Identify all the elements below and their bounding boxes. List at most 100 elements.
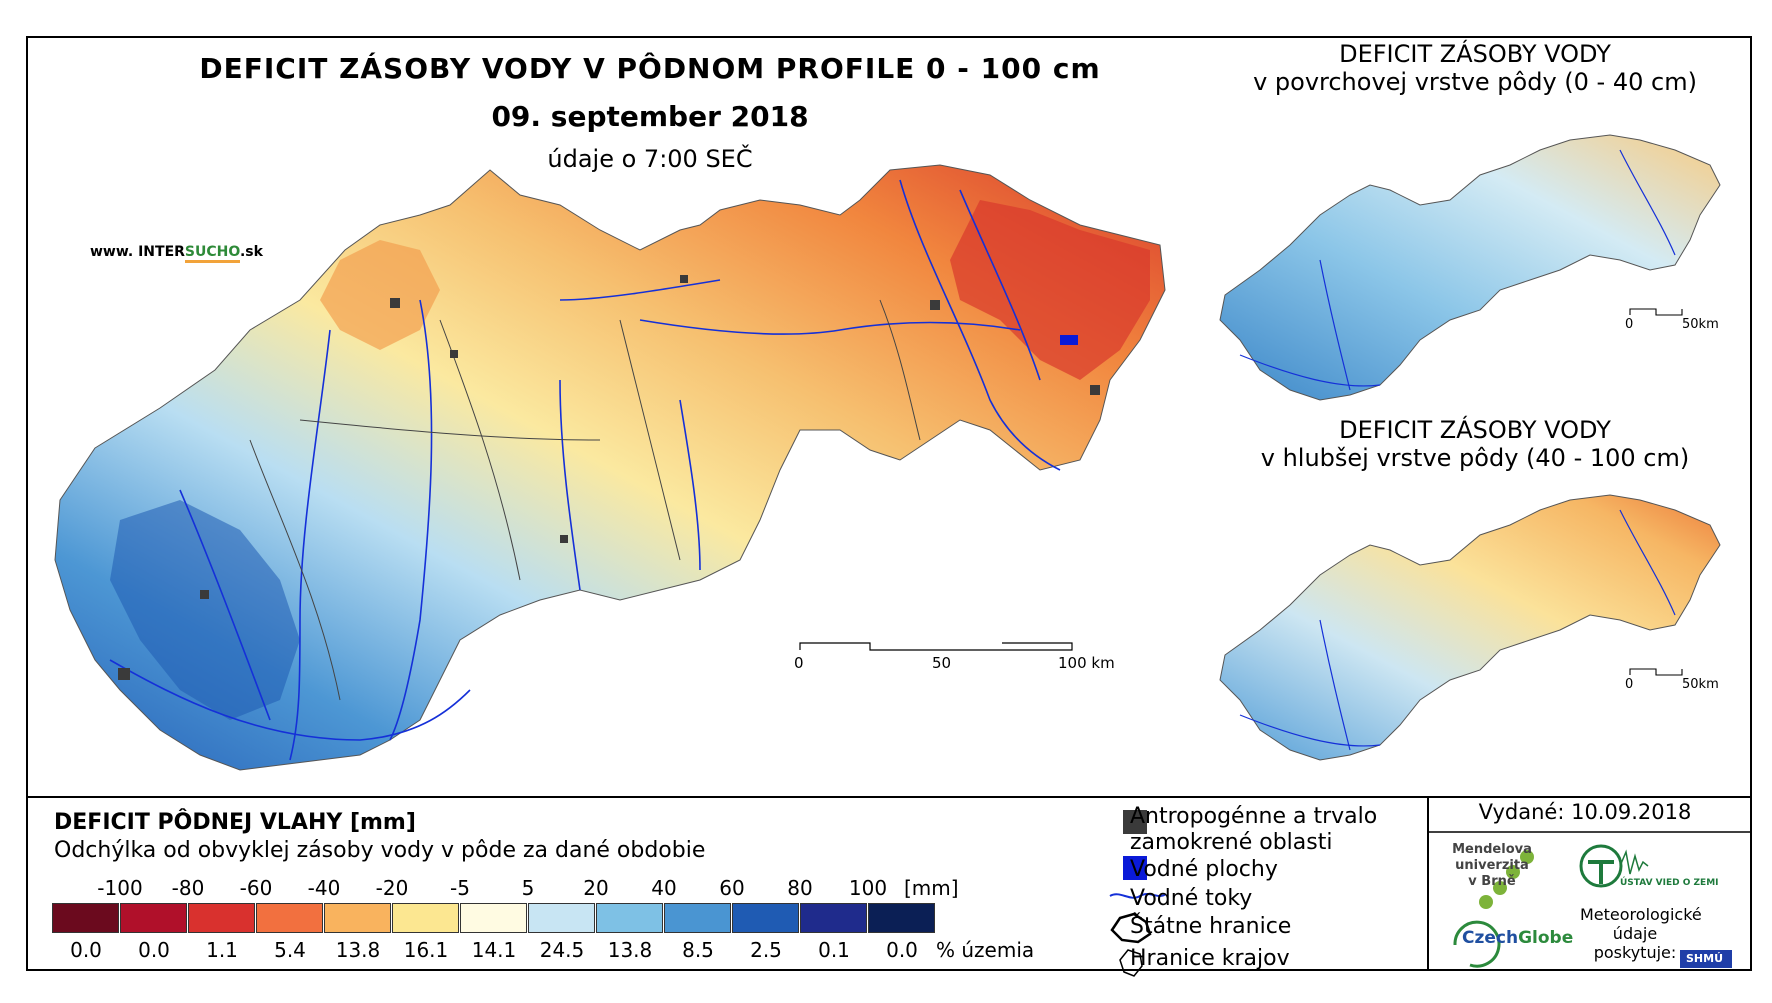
inset-bottom-map (1219, 494, 1721, 761)
main-map (54, 164, 1166, 771)
inset-top-title: DEFICIT ZÁSOBY VODY v povrchovej vrstve … (1230, 40, 1720, 96)
meteo-line2: údaje (1612, 924, 1658, 943)
legend-title: DEFICIT PÔDNEJ VLAHY [mm] (54, 810, 416, 835)
legend-threshold-label: 60 (719, 876, 745, 900)
website-prefix: www. INTER (90, 244, 185, 260)
inset-top-scale-50: 50km (1682, 317, 1719, 332)
legend-threshold-label: 80 (787, 876, 813, 900)
legend-class-box (256, 903, 323, 933)
czechglobe-a: Czech (1462, 928, 1519, 948)
region-border-icon (1119, 949, 1143, 977)
legend-threshold-label: -60 (239, 876, 273, 900)
meteo-line3: poskytuje: (1593, 943, 1677, 962)
inset-top-line2: v povrchovej vrstve pôdy (0 - 40 cm) (1253, 68, 1697, 96)
legend-class-percent: 0.0 (70, 938, 102, 962)
legend-threshold-label: 5 (521, 876, 535, 900)
legend-class-box (528, 903, 595, 933)
meteo-line1: Meteorologické (1580, 905, 1702, 924)
mendel-line1: Mendelova (1452, 842, 1532, 857)
legend-class-percent: 0.0 (138, 938, 170, 962)
inset-top-scale-0: 0 (1625, 317, 1634, 332)
legend-threshold-label: -100 (97, 876, 143, 900)
legend-class-percent: 13.8 (335, 938, 381, 962)
legend-percent-unit: % územia (936, 938, 1035, 962)
czechglobe-b: Globe (1518, 928, 1574, 948)
issued-date: Vydané: 10.09.2018 (1478, 800, 1692, 824)
legend-class-percent: 0.1 (818, 938, 850, 962)
inset-bottom-line2: v hlubšej vrstve pôdy (40 - 100 cm) (1260, 444, 1690, 472)
deficit-hotspot (950, 200, 1150, 380)
legend-class-percent: 8.5 (682, 938, 714, 962)
shmu-logo-text: SHMÚ (1686, 952, 1724, 965)
legend-class-percent: 1.1 (206, 938, 238, 962)
legend-class-percent: 0.0 (886, 938, 918, 962)
symbol-water-bodies: Vodné plochy (1130, 857, 1278, 882)
deficit-zone-north (320, 240, 440, 350)
scale-label-100: 100 km (1058, 654, 1115, 672)
legend-class-box (596, 903, 663, 933)
legend-class-percent: 5.4 (274, 938, 306, 962)
website-accent: SUCHO (184, 244, 240, 263)
legend-class-box (664, 903, 731, 933)
website-suffix: .sk (239, 244, 263, 260)
symbol-anthropogenic: Antropogénne a trvalo zamokrené oblasti (1130, 804, 1377, 856)
map-title: DEFICIT ZÁSOBY VODY V PÔDNOM PROFILE 0 -… (199, 52, 1101, 85)
legend-class-box (324, 903, 391, 933)
legend-class-box (800, 903, 867, 933)
mendel-line3: v Brně (1468, 874, 1516, 889)
legend-threshold-label: 100 (848, 876, 888, 900)
inset-bottom-line1: DEFICIT ZÁSOBY VODY (1339, 416, 1611, 444)
gray-square-icon (1123, 810, 1147, 834)
main-scale-bar (799, 642, 1073, 651)
inset-bottom-title: DEFICIT ZÁSOBY VODY v hlubšej vrstve pôd… (1230, 416, 1720, 472)
website-link[interactable]: www. INTERSUCHO.sk (90, 244, 263, 263)
legend-class-percent: 24.5 (539, 938, 585, 962)
inset-bottom-scale-50: 50km (1682, 677, 1719, 692)
legend-threshold-label: -40 (307, 876, 341, 900)
czechglobe-logo-text: CzechGlobe (1462, 928, 1573, 948)
legend-class-percent: 14.1 (471, 938, 517, 962)
inset-top-map (1219, 134, 1721, 401)
legend-class-percent: 2.5 (750, 938, 782, 962)
symbol-state-border: Štátne hranice (1130, 914, 1292, 939)
urban-areas (118, 275, 1100, 680)
legend-class-box (120, 903, 187, 933)
wet-zone-southwest (110, 500, 300, 720)
legend-subtitle: Odchýlka od obvyklej zásoby vody v pôde … (54, 838, 706, 863)
legend-class-box (392, 903, 459, 933)
state-border-icon (1110, 912, 1152, 944)
uvz-logo-text: ÚSTAV VIED O ZEMI (1620, 878, 1719, 888)
legend-class-box (732, 903, 799, 933)
legend-class-percent: 13.8 (607, 938, 653, 962)
legend-threshold-label: -80 (171, 876, 205, 900)
region-borders (249, 299, 921, 701)
symbol-anthropogenic-label: Antropogénne a trvalo (1130, 804, 1378, 829)
legend-class-box (460, 903, 527, 933)
reservoir (1060, 335, 1078, 345)
legend-threshold-label: -20 (375, 876, 409, 900)
mendel-line2: univerzita (1455, 858, 1529, 873)
symbol-anthropogenic-label2: zamokrené oblasti (1130, 830, 1333, 855)
shmu-logo-icon (1680, 950, 1732, 968)
legend-class-box (188, 903, 255, 933)
legend-class-box (52, 903, 119, 933)
map-date: 09. september 2018 (491, 100, 809, 133)
legend-threshold-label: 20 (583, 876, 609, 900)
mendel-logo-text: Mendelova univerzita v Brně (1452, 842, 1532, 890)
map-time: údaje o 7:00 SEČ (547, 145, 753, 173)
river-line-icon (1109, 893, 1167, 899)
rivers (109, 179, 1061, 761)
meteo-text: Meteorologické údaje poskytuje: (1580, 905, 1702, 962)
legend-class-box (868, 903, 935, 933)
legend-threshold-label: -5 (450, 876, 470, 900)
scale-label-50: 50 (932, 654, 952, 672)
legend-class-percent: 16.1 (403, 938, 449, 962)
legend-unit: [mm] (904, 876, 959, 900)
symbol-rivers: Vodné toky (1130, 886, 1253, 911)
uvz-logo-icon (1579, 844, 1649, 888)
symbol-region-border: Hranice krajov (1130, 946, 1290, 971)
inset-top-line1: DEFICIT ZÁSOBY VODY (1339, 40, 1611, 68)
inset-bottom-scale-0: 0 (1625, 677, 1634, 692)
legend-threshold-label: 40 (651, 876, 677, 900)
